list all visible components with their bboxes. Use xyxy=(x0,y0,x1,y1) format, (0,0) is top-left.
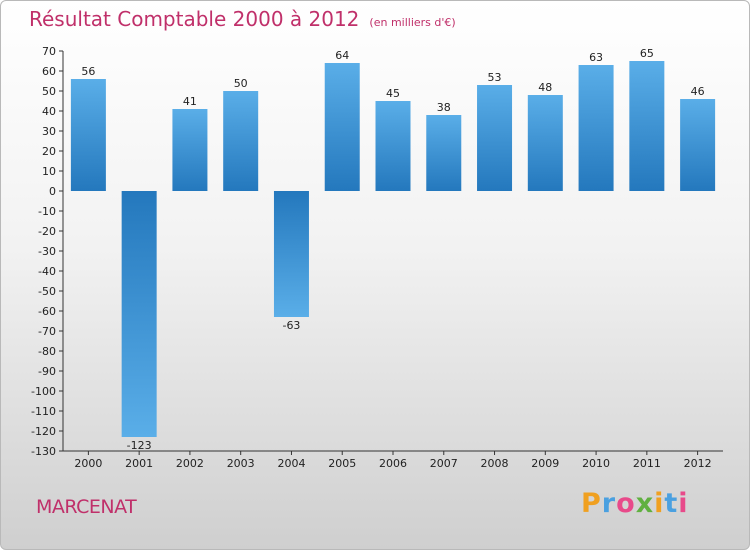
y-tick-label: -70 xyxy=(38,325,56,338)
value-label-2011: 65 xyxy=(640,47,654,60)
x-tick-label-2002: 2002 xyxy=(176,457,204,470)
town-name: MARCENAT xyxy=(36,496,137,518)
y-tick-label: 0 xyxy=(49,185,56,198)
y-tick-label: -100 xyxy=(31,385,56,398)
logo-letter: i xyxy=(678,488,689,519)
bar-2000 xyxy=(70,79,106,191)
y-tick-label: -120 xyxy=(31,425,56,438)
x-tick-label-2006: 2006 xyxy=(379,457,407,470)
value-label-2009: 48 xyxy=(538,81,552,94)
value-label-2010: 63 xyxy=(589,51,603,64)
value-label-2005: 64 xyxy=(335,49,349,62)
bar-2012 xyxy=(680,99,716,191)
y-tick-label: 40 xyxy=(42,105,56,118)
value-label-2007: 38 xyxy=(437,101,451,114)
y-tick-label: -50 xyxy=(38,285,56,298)
logo-letter: t xyxy=(664,488,679,519)
value-label-2003: 50 xyxy=(234,77,248,90)
x-tick-label-2004: 2004 xyxy=(277,457,305,470)
bar-2007 xyxy=(426,115,462,191)
y-tick-label: -60 xyxy=(38,305,56,318)
bar-2011 xyxy=(629,61,665,191)
bar-2003 xyxy=(223,91,259,191)
chart-title-text: Résultat Comptable 2000 à 2012 xyxy=(29,7,360,31)
logo-letter: i xyxy=(654,488,665,519)
bar-2010 xyxy=(578,65,614,191)
bar-2001 xyxy=(121,191,157,437)
y-tick-label: 10 xyxy=(42,165,56,178)
bar-2006 xyxy=(375,101,411,191)
y-tick-label: -80 xyxy=(38,345,56,358)
bar-2009 xyxy=(527,95,563,191)
bar-2008 xyxy=(477,85,513,191)
x-tick-label-2007: 2007 xyxy=(430,457,458,470)
y-tick-label: -20 xyxy=(38,225,56,238)
logo-letter: P xyxy=(581,488,602,519)
x-tick-label-2011: 2011 xyxy=(633,457,661,470)
y-tick-label: 20 xyxy=(42,145,56,158)
value-label-2004: -63 xyxy=(282,319,300,332)
x-tick-label-2000: 2000 xyxy=(74,457,102,470)
value-label-2006: 45 xyxy=(386,87,400,100)
y-tick-label: 60 xyxy=(42,65,56,78)
logo-letter: x xyxy=(635,488,655,519)
value-label-2012: 46 xyxy=(691,85,705,98)
bar-2005 xyxy=(324,63,360,191)
y-tick-label: -130 xyxy=(31,445,56,458)
value-label-2002: 41 xyxy=(183,95,197,108)
x-tick-label-2012: 2012 xyxy=(684,457,712,470)
y-tick-label: -90 xyxy=(38,365,56,378)
logo-letter: o xyxy=(616,488,636,519)
proxiti-logo: Proxiti xyxy=(581,488,689,519)
bar-2002 xyxy=(172,109,208,191)
x-tick-label-2005: 2005 xyxy=(328,457,356,470)
x-tick-label-2001: 2001 xyxy=(125,457,153,470)
y-tick-label: -10 xyxy=(38,205,56,218)
y-tick-label: 50 xyxy=(42,85,56,98)
x-tick-label-2009: 2009 xyxy=(531,457,559,470)
chart-title: Résultat Comptable 2000 à 2012 (en millie… xyxy=(29,7,456,31)
y-tick-label: 70 xyxy=(42,45,56,58)
x-tick-label-2008: 2008 xyxy=(481,457,509,470)
y-tick-label: -30 xyxy=(38,245,56,258)
bar-2004 xyxy=(273,191,309,317)
value-label-2001: -123 xyxy=(127,439,152,452)
x-tick-label-2003: 2003 xyxy=(227,457,255,470)
value-label-2000: 56 xyxy=(81,65,95,78)
y-tick-label: -40 xyxy=(38,265,56,278)
x-tick-label-2010: 2010 xyxy=(582,457,610,470)
y-tick-label: 30 xyxy=(42,125,56,138)
chart-subtitle: (en milliers d'€) xyxy=(369,16,456,29)
y-tick-label: -110 xyxy=(31,405,56,418)
logo-letter: r xyxy=(601,488,617,519)
value-label-2008: 53 xyxy=(488,71,502,84)
